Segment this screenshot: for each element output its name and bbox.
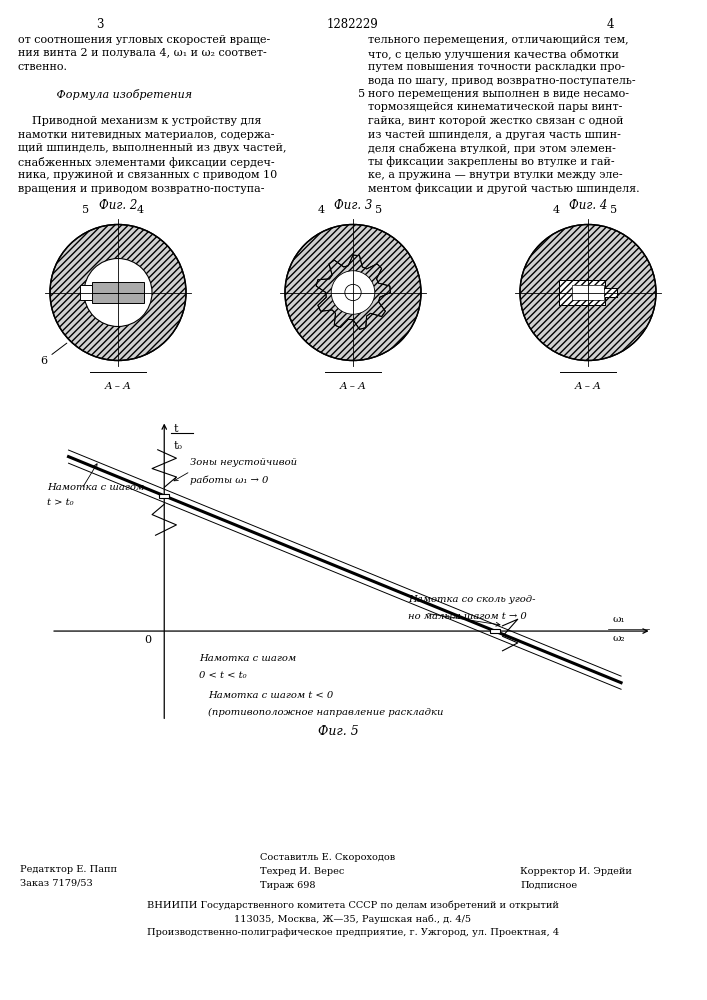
Text: A – A: A – A (339, 382, 366, 391)
Text: ного перемещения выполнен в виде несамо-: ного перемещения выполнен в виде несамо- (368, 89, 629, 99)
Text: Фиг. 2: Фиг. 2 (99, 199, 137, 212)
Circle shape (520, 225, 656, 360)
Text: Намотка со сколь угод-: Намотка со сколь угод- (408, 595, 535, 604)
Text: ке, а пружина — внутри втулки между эле-: ке, а пружина — внутри втулки между эле- (368, 170, 623, 180)
Bar (572, 285, 604, 300)
Text: вращения и приводом возвратно-поступа-: вращения и приводом возвратно-поступа- (18, 184, 264, 194)
Text: Техред И. Верес: Техред И. Верес (260, 867, 344, 876)
Text: путем повышения точности раскладки про-: путем повышения точности раскладки про- (368, 62, 625, 72)
Text: Производственно-полиграфическое предприятие, г. Ужгород, ул. Проектная, 4: Производственно-полиграфическое предприя… (147, 928, 559, 937)
Text: работы ω₁ → 0: работы ω₁ → 0 (190, 475, 269, 485)
Text: Зоны неустойчивой: Зоны неустойчивой (190, 458, 298, 467)
Bar (80, 285, 92, 300)
Text: ментом фиксации и другой частью шпинделя.: ментом фиксации и другой частью шпинделя… (368, 184, 640, 194)
Circle shape (345, 284, 361, 301)
Text: 6: 6 (40, 343, 67, 366)
Text: Намотка с шагом: Намотка с шагом (199, 654, 296, 663)
Text: ственно.: ственно. (18, 62, 68, 72)
Text: 5: 5 (83, 205, 90, 215)
Text: тельного перемещения, отличающийся тем,: тельного перемещения, отличающийся тем, (368, 35, 629, 45)
FancyBboxPatch shape (490, 629, 500, 633)
Text: вода по шагу, привод возвратно-поступатель-: вода по шагу, привод возвратно-поступате… (368, 76, 636, 86)
Text: Фиг. 4: Фиг. 4 (569, 199, 607, 212)
Text: ВНИИПИ Государственного комитета СССР по делам изобретений и открытий: ВНИИПИ Государственного комитета СССР по… (147, 900, 559, 910)
Text: Фиг. 3: Фиг. 3 (334, 199, 372, 212)
Text: снабженных элементами фиксации сердеч-: снабженных элементами фиксации сердеч- (18, 156, 274, 167)
Text: намотки нитевидных материалов, содержа-: намотки нитевидных материалов, содержа- (18, 129, 274, 139)
Text: 5: 5 (375, 205, 382, 215)
Text: гайка, винт которой жестко связан с одной: гайка, винт которой жестко связан с одно… (368, 116, 624, 126)
Text: но малым шагом t → 0: но малым шагом t → 0 (408, 612, 527, 621)
Text: ω₂: ω₂ (612, 634, 625, 643)
Text: что, с целью улучшения качества обмотки: что, с целью улучшения качества обмотки (368, 48, 619, 60)
Text: t₀: t₀ (174, 441, 182, 451)
Text: 4: 4 (606, 18, 614, 31)
Polygon shape (316, 255, 390, 329)
Text: 4: 4 (136, 205, 144, 215)
Circle shape (332, 271, 375, 314)
Text: Составитль Е. Скороходов: Составитль Е. Скороходов (260, 853, 395, 862)
Text: t: t (174, 424, 178, 434)
Bar (572, 285, 604, 300)
Circle shape (285, 225, 421, 360)
Circle shape (84, 258, 152, 326)
Text: 0: 0 (144, 635, 151, 645)
Text: 0 < t < t₀: 0 < t < t₀ (199, 671, 247, 680)
Text: Формула изобретения: Формула изобретения (18, 89, 192, 100)
Bar (92, 282, 144, 303)
Text: 3: 3 (96, 18, 104, 31)
Text: 5: 5 (610, 205, 617, 215)
Text: из частей шпинделя, а другая часть шпин-: из частей шпинделя, а другая часть шпин- (368, 129, 621, 139)
Polygon shape (559, 280, 617, 305)
Circle shape (50, 225, 186, 360)
Text: 1282229: 1282229 (327, 18, 379, 31)
Text: тормозящейся кинематической пары винт-: тормозящейся кинематической пары винт- (368, 103, 622, 112)
Text: t > t₀: t > t₀ (47, 498, 74, 507)
Text: 4: 4 (317, 205, 325, 215)
Text: 113035, Москва, Ж—35, Раушская наб., д. 4/5: 113035, Москва, Ж—35, Раушская наб., д. … (235, 914, 472, 924)
Text: (противоположное направление раскладки: (противоположное направление раскладки (208, 708, 443, 717)
Text: деля снабжена втулкой, при этом элемен-: деля снабжена втулкой, при этом элемен- (368, 143, 616, 154)
Text: ты фиксации закреплены во втулке и гай-: ты фиксации закреплены во втулке и гай- (368, 156, 614, 167)
FancyBboxPatch shape (160, 494, 169, 498)
Text: Корректор И. Эрдейи: Корректор И. Эрдейи (520, 867, 632, 876)
Text: A – A: A – A (105, 382, 132, 391)
Text: ника, пружиной и связанных с приводом 10: ника, пружиной и связанных с приводом 10 (18, 170, 277, 180)
Text: Редатктор Е. Папп: Редатктор Е. Папп (20, 865, 117, 874)
Text: 5: 5 (358, 89, 366, 99)
Text: Приводной механизм к устройству для: Приводной механизм к устройству для (18, 116, 262, 126)
Text: ω₁: ω₁ (612, 615, 625, 624)
Text: 4: 4 (552, 205, 559, 215)
Text: Заказ 7179/53: Заказ 7179/53 (20, 879, 93, 888)
Text: Подписное: Подписное (520, 881, 577, 890)
Text: Намотка с шагом: Намотка с шагом (47, 483, 144, 492)
Text: A – A: A – A (575, 382, 602, 391)
Text: щий шпиндель, выполненный из двух частей,: щий шпиндель, выполненный из двух частей… (18, 143, 286, 153)
Text: Намотка с шагом t < 0: Намотка с шагом t < 0 (208, 691, 333, 700)
Text: от соотношения угловых скоростей враще-: от соотношения угловых скоростей враще- (18, 35, 270, 45)
Text: Тираж 698: Тираж 698 (260, 881, 315, 890)
Text: ния винта 2 и полувала 4, ω₁ и ω₂ соответ-: ния винта 2 и полувала 4, ω₁ и ω₂ соотве… (18, 48, 267, 58)
Text: Фиг. 5: Фиг. 5 (318, 725, 358, 738)
